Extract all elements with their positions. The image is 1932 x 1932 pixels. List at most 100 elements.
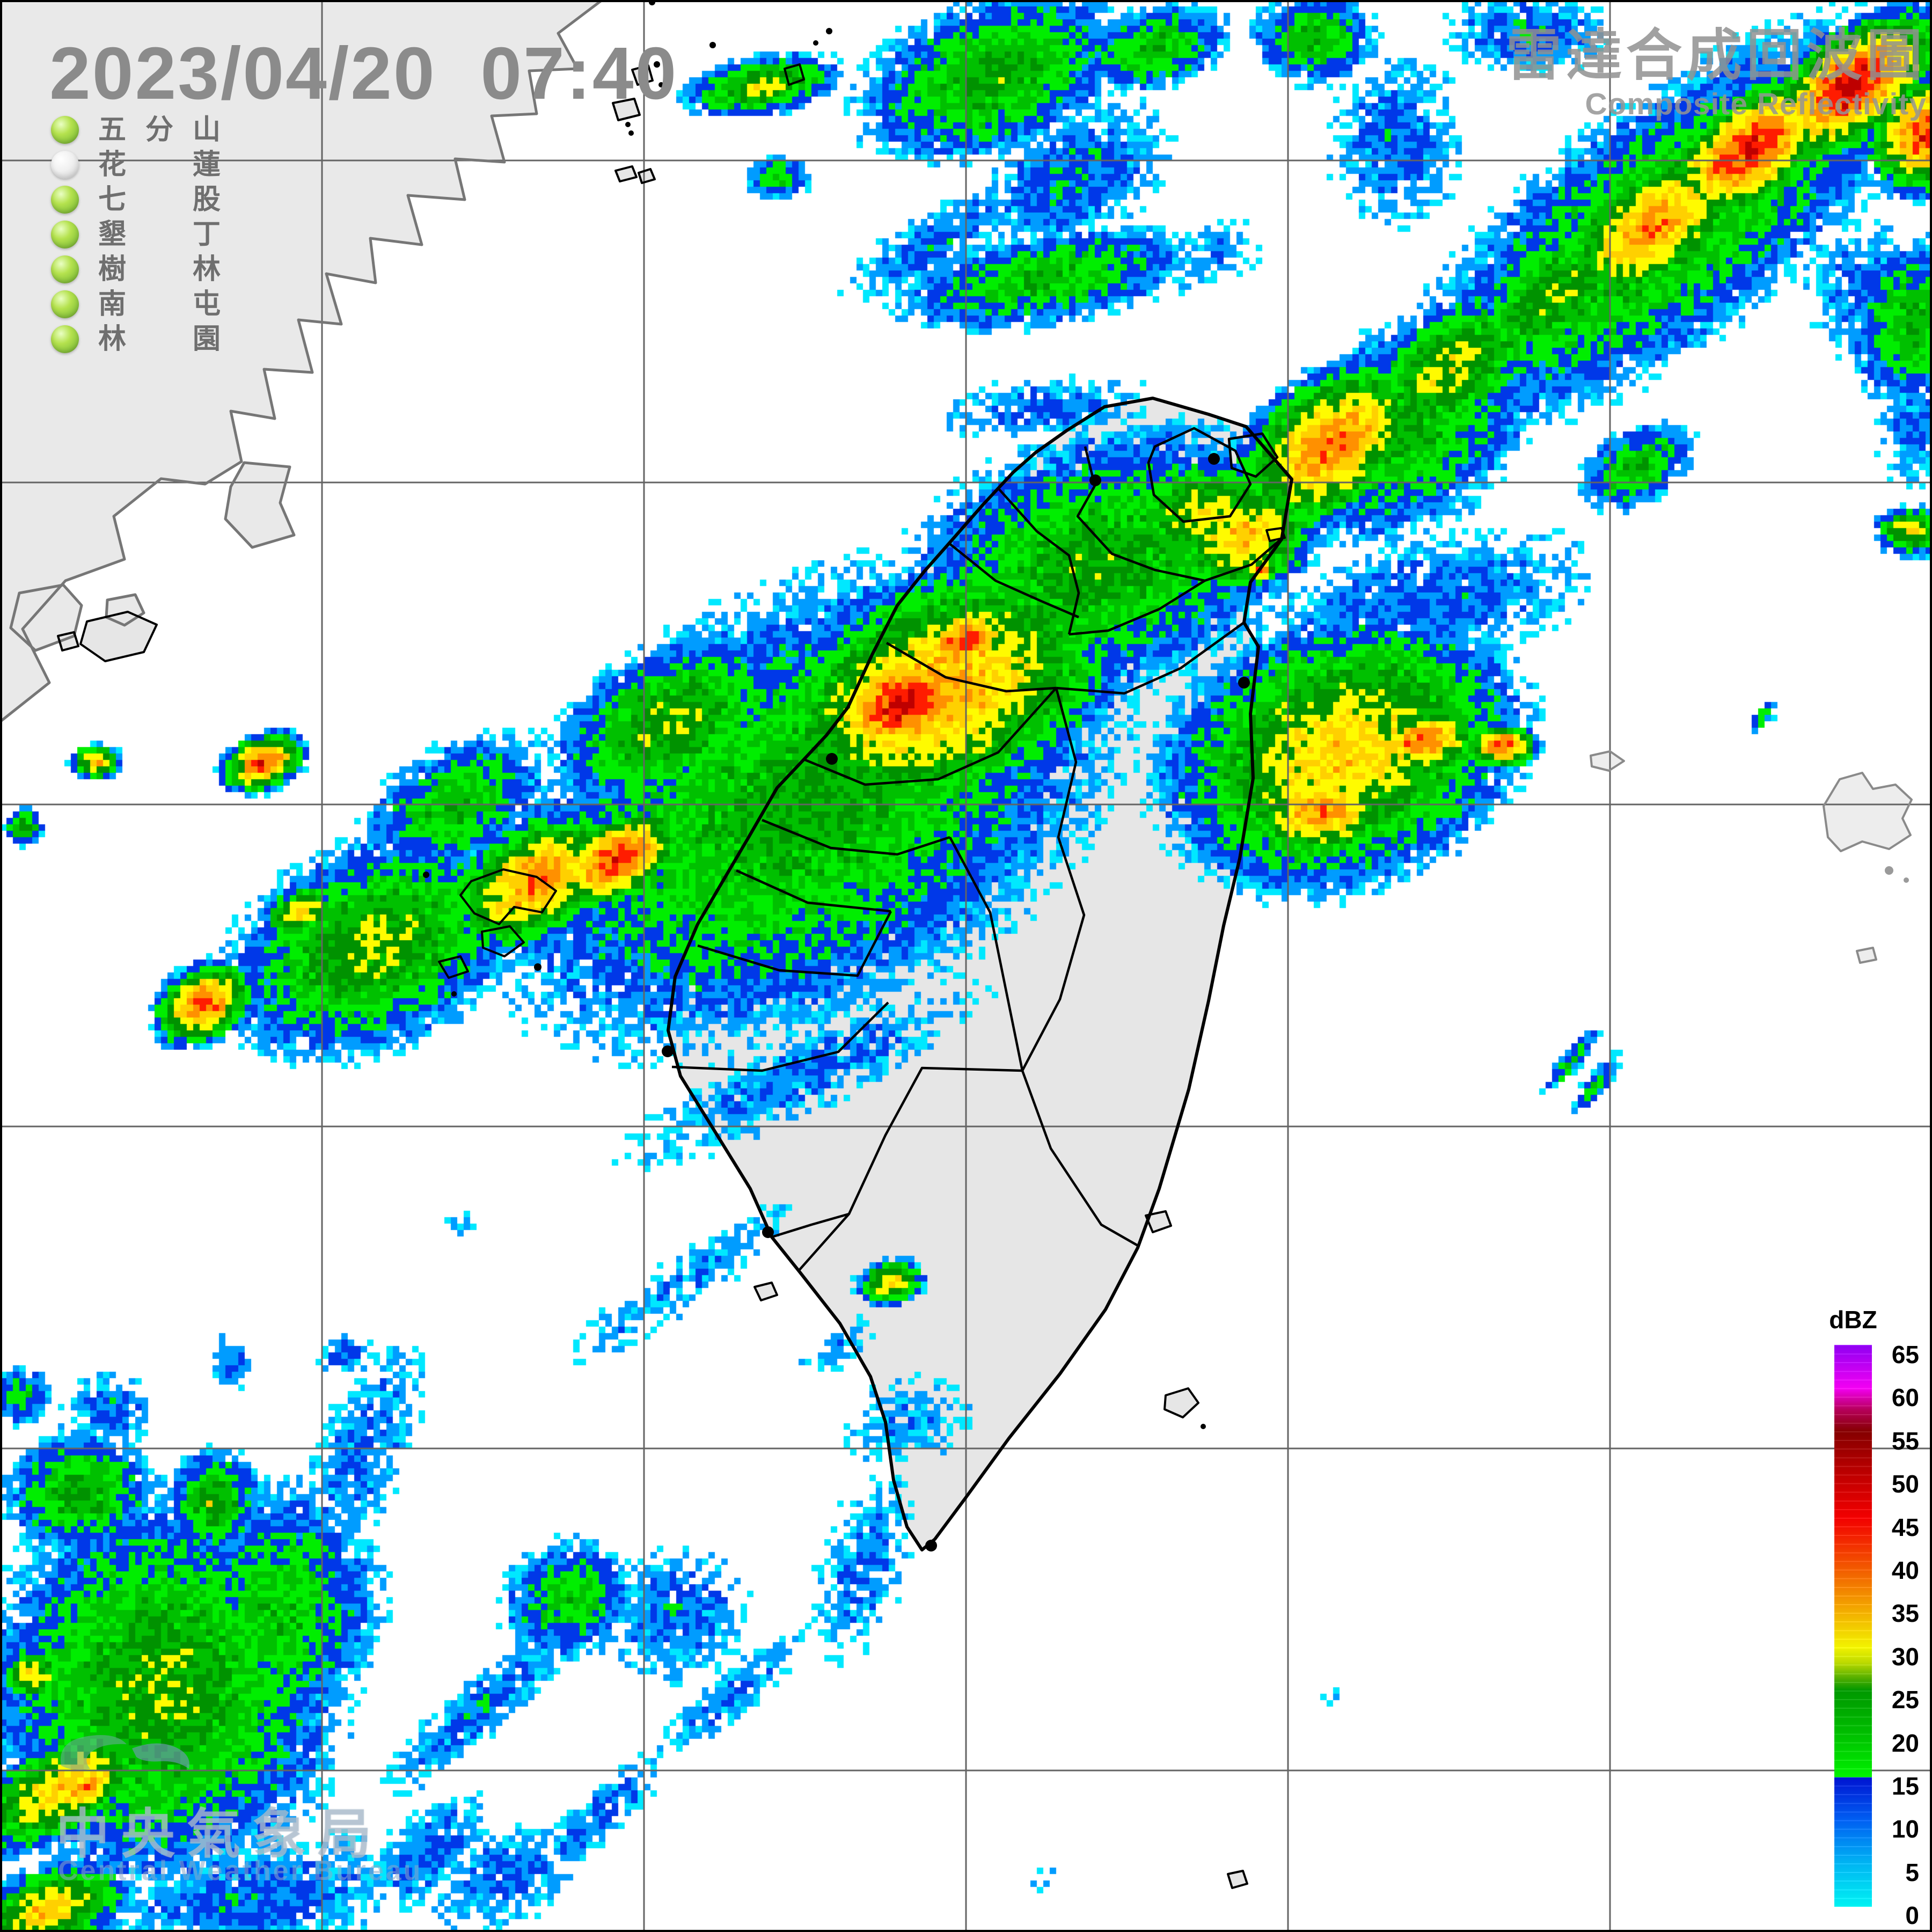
islet-dot: [663, 88, 668, 92]
colorbar-tick-40: 40: [1891, 1556, 1919, 1584]
island-coastline: [1145, 1210, 1172, 1233]
islet-dot: [1201, 1424, 1206, 1429]
island-coastline: [753, 1282, 778, 1301]
island-foreign-coastline: [1823, 772, 1913, 852]
title-english: Composite Reflectivity: [1585, 87, 1927, 122]
mainland-coastline: [9, 583, 83, 652]
island-coastline: [1265, 527, 1286, 542]
station-name: 花蓮: [98, 149, 221, 180]
county-boundary: [762, 818, 950, 856]
county-boundary: [1069, 580, 1206, 636]
city-marker-dot: [1208, 453, 1220, 465]
island-coastline: [1163, 1387, 1199, 1418]
city-marker-dot: [826, 753, 838, 765]
title-chinese: 雷達合成回波圖: [1505, 25, 1927, 87]
county-boundary: [671, 1001, 889, 1072]
island-coastline: [79, 611, 158, 662]
island-coastline: [784, 63, 805, 86]
city-marker-dot: [1238, 677, 1250, 689]
islet-dot: [709, 42, 716, 48]
islet-dot: [628, 130, 634, 136]
islet-dot: [534, 963, 541, 971]
county-boundary: [771, 1212, 850, 1239]
station-status-dot: [51, 255, 79, 283]
colorbar-tick-20: 20: [1891, 1729, 1919, 1757]
station-status-dot: [51, 116, 79, 144]
colorbar-tick-5: 5: [1905, 1858, 1919, 1886]
islet-foreign-dot: [1885, 866, 1893, 875]
island-coastline: [612, 98, 641, 121]
island-foreign-coastline: [1590, 750, 1625, 772]
watermark-chinese: 中央氣象局: [56, 1804, 383, 1864]
county-boundary: [948, 542, 1079, 619]
mainland-coastline: [105, 593, 145, 627]
taiwan-coastline: [667, 397, 1293, 1552]
county-boundary: [1056, 621, 1245, 695]
city-marker-dot: [662, 1045, 674, 1057]
county-boundary: [1227, 432, 1279, 478]
colorbar-tick-50: 50: [1891, 1470, 1919, 1498]
colorbar-tick-55: 55: [1891, 1426, 1919, 1455]
mainland-coastline: [0, 0, 604, 723]
station-name: 墾丁: [98, 219, 221, 250]
island-coastline: [438, 955, 469, 979]
colorbar-tick-25: 25: [1891, 1686, 1919, 1714]
island-foreign-coastline: [1856, 947, 1877, 964]
county-boundary: [1147, 427, 1252, 523]
cwb-logo-icon: [60, 1735, 189, 1770]
county-boundary: [998, 488, 1080, 635]
station-status-dot: [51, 325, 79, 353]
station-name: 南屯: [98, 289, 221, 320]
islet-dot: [654, 61, 660, 68]
county-boundary: [949, 836, 1024, 1071]
watermark-english: Central Weather Bureau: [58, 1855, 423, 1886]
islet-dot: [658, 82, 664, 87]
islet-dot: [649, 0, 655, 5]
station-status-dot: [51, 221, 79, 248]
colorbar-unit-label: dBZ: [1829, 1306, 1877, 1334]
dbz-colorbar: [1834, 1345, 1872, 1907]
county-boundary: [803, 687, 1057, 786]
county-boundary: [736, 869, 891, 913]
mainland-coastline: [224, 461, 296, 549]
station-status-dot: [51, 151, 79, 179]
city-marker-dot: [1089, 474, 1101, 486]
county-boundary: [885, 642, 1057, 693]
colorbar-tick-10: 10: [1891, 1815, 1919, 1843]
station-name: 五分山: [98, 114, 221, 145]
colorbar-tick-60: 60: [1891, 1384, 1919, 1412]
station-name: 樹林: [98, 254, 221, 285]
islet-dot: [813, 40, 818, 46]
islet-foreign-dot: [1904, 877, 1909, 883]
city-marker-dot: [762, 1226, 774, 1238]
colorbar-tick-35: 35: [1891, 1599, 1919, 1628]
city-marker-dot: [925, 1540, 937, 1552]
islet-dot: [451, 991, 457, 997]
station-status-dot: [51, 290, 79, 318]
colorbar-tick-15: 15: [1891, 1772, 1919, 1800]
observation-datetime: 2023/04/20 07:40: [49, 32, 678, 115]
colorbar-tick-0: 0: [1905, 1901, 1919, 1930]
colorbar-strips: [1834, 1345, 1872, 1907]
page-title: 雷達合成回波圖 Composite Reflectivity: [1505, 25, 1927, 122]
islet-dot: [625, 122, 631, 127]
island-coastline: [481, 925, 525, 957]
county-boundary: [797, 1066, 1023, 1272]
islet-dot: [423, 872, 429, 878]
colorbar-tick-30: 30: [1891, 1642, 1919, 1671]
station-name: 林園: [98, 324, 221, 355]
county-boundary: [697, 910, 892, 977]
island-coastline: [638, 168, 656, 184]
county-boundary: [1076, 446, 1284, 582]
islet-dot: [826, 28, 832, 34]
island-coastline: [1227, 1870, 1248, 1889]
colorbar-tick-45: 45: [1891, 1513, 1919, 1541]
island-coastline: [631, 64, 654, 86]
station-status-dot: [51, 186, 79, 214]
island-coastline: [57, 631, 79, 652]
county-boundary: [1021, 1070, 1140, 1247]
county-boundary: [1021, 687, 1086, 1072]
island-coastline: [459, 868, 557, 925]
